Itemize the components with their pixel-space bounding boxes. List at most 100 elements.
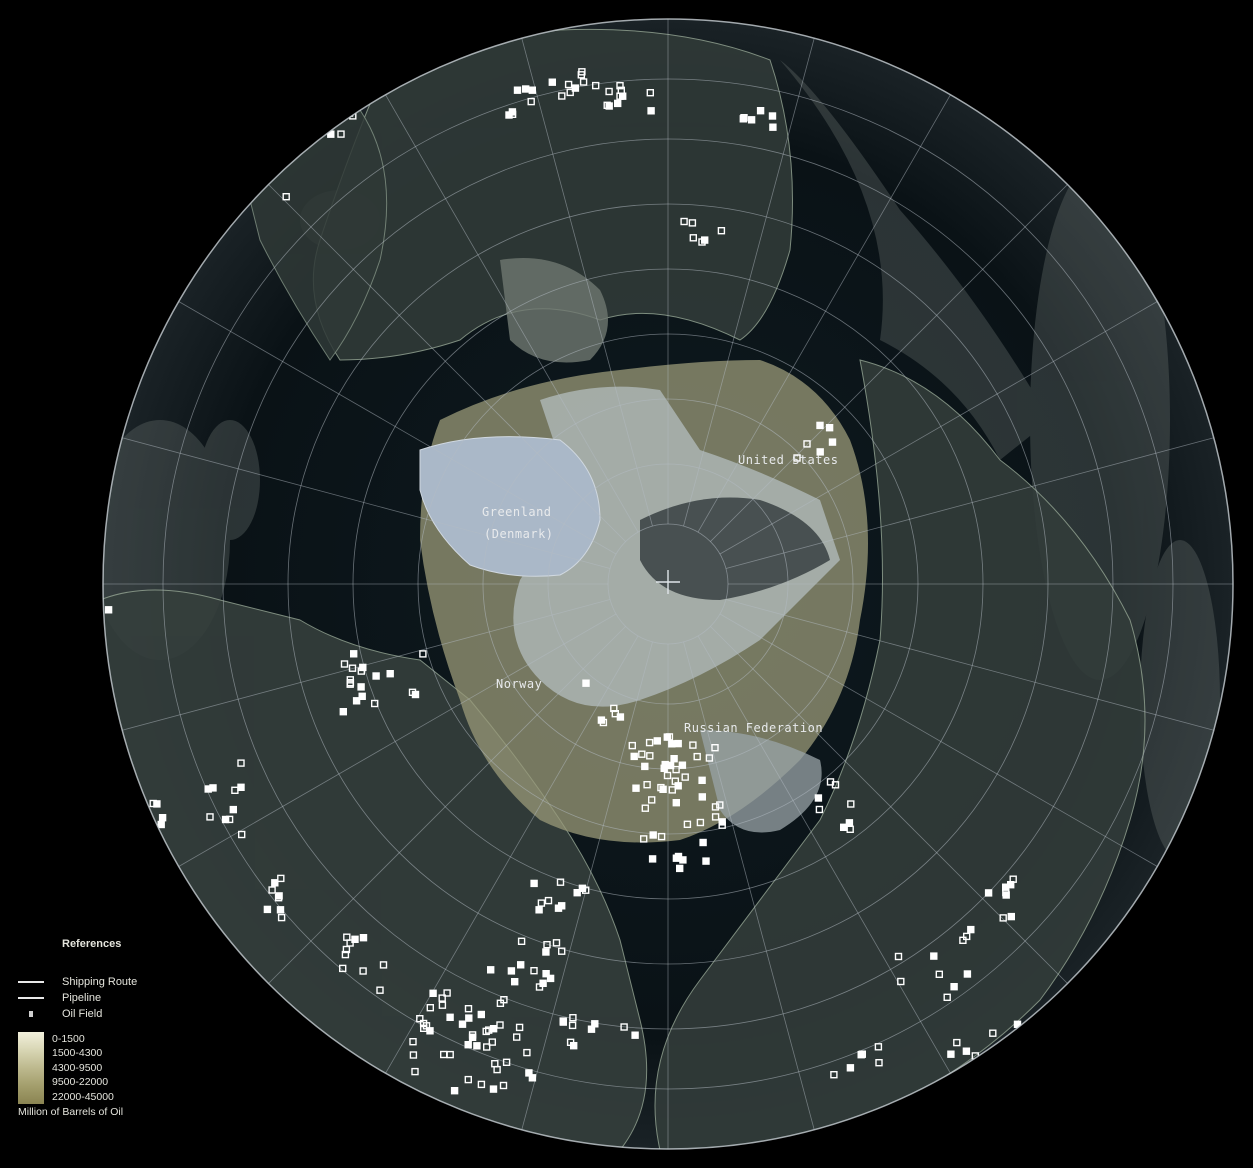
oil-field-marker (670, 755, 678, 763)
oil-field-marker (438, 994, 446, 1002)
oil-field-marker (711, 813, 720, 821)
oil-field-marker (698, 776, 706, 784)
oil-field-marker (268, 886, 276, 894)
oil-field-marker (587, 1025, 596, 1033)
oil-field-marker (252, 160, 261, 168)
oil-field-marker (511, 978, 519, 986)
oil-field-marker (630, 752, 638, 761)
legend-oil-field: Oil Field (18, 1006, 218, 1022)
oil-field-marker (643, 781, 651, 789)
oil-field-marker (489, 1024, 498, 1033)
oil-field-marker (544, 896, 553, 905)
oil-field-marker (352, 697, 361, 705)
oil-field-marker (359, 934, 368, 942)
oil-field-dot-icon (29, 1011, 33, 1017)
meridian-line (683, 38, 815, 527)
graticule-meridians (103, 19, 1233, 1149)
oil-field-marker (963, 932, 971, 941)
oil-field-marker (930, 952, 938, 960)
oil-field-marker (343, 933, 351, 941)
oil-field-marker (769, 123, 777, 131)
oil-field-marker (711, 744, 719, 752)
oil-field-marker (858, 1050, 866, 1058)
oil-field-marker (513, 86, 522, 94)
canada-archipelago (500, 258, 608, 363)
oil-field-marker (552, 939, 561, 947)
oil-field-marker (372, 672, 380, 680)
oil-field-marker (984, 889, 993, 897)
legend-class: 0-1500 (52, 1033, 85, 1045)
meridian-line (725, 437, 1214, 569)
label-greenland: Greenland (482, 505, 552, 519)
oil-field-marker (408, 688, 417, 696)
oil-field-marker (426, 1004, 434, 1012)
oil-field-marker (648, 796, 656, 804)
oil-field-marker (157, 820, 165, 829)
label-russian-federation: Russian Federation (684, 721, 823, 735)
oil-field-marker (268, 161, 277, 170)
oil-field-marker (646, 752, 654, 760)
oil-field-marker (348, 664, 357, 672)
oil-field-marker (816, 448, 824, 456)
oil-field-marker (409, 1037, 417, 1046)
oil-field-marker (488, 1038, 496, 1046)
oil-field-marker (698, 793, 706, 801)
oil-field-marker (638, 750, 646, 758)
oil-field-marker (438, 1001, 447, 1009)
oil-field-marker (657, 832, 666, 841)
meridian-line (178, 301, 617, 555)
oil-field-marker (605, 87, 613, 96)
oil-field-marker (357, 683, 365, 691)
oil-field-marker (556, 878, 565, 886)
oil-field-marker (768, 112, 777, 120)
oil-field-marker (489, 1085, 498, 1093)
oil-field-marker (522, 85, 530, 93)
oil-field-marker (678, 761, 687, 769)
oil-field-marker (825, 424, 834, 432)
oil-field-marker (688, 219, 697, 227)
oil-field-marker (689, 234, 697, 242)
oil-field-marker (237, 783, 245, 791)
oil-field-marker (676, 864, 684, 873)
meridian-line (725, 599, 1214, 731)
oil-field-marker (446, 1013, 454, 1021)
oil-field-marker (153, 800, 161, 808)
oil-field-marker (422, 1022, 431, 1030)
oil-field-marker (346, 679, 355, 687)
oil-field-marker (411, 1067, 419, 1076)
oil-field-marker (705, 754, 714, 762)
oil-field-marker (327, 108, 336, 116)
oil-field-marker (672, 854, 681, 862)
oil-field-marker (477, 1080, 486, 1089)
oil-field-marker (508, 110, 517, 119)
oil-field-marker (359, 967, 367, 975)
oil-field-marker (409, 1051, 418, 1059)
oil-field-marker (571, 84, 580, 92)
legend-volume-ramp: 0-1500 1500-4300 4300-9500 9500-22000 22… (18, 1032, 218, 1104)
oil-field-marker (507, 967, 516, 975)
label-greenland-denmark: (Denmark) (484, 527, 554, 541)
oil-field-marker (542, 948, 550, 956)
oil-field-marker (897, 977, 905, 986)
oil-field-marker (517, 937, 526, 945)
oil-field-marker (339, 964, 347, 973)
legend-title: References (62, 938, 122, 950)
oil-field-marker (558, 92, 566, 100)
dark-shelf-area (640, 497, 830, 600)
oil-field-marker (649, 831, 657, 839)
color-ramp-swatch (18, 1032, 44, 1104)
oil-field-marker (657, 783, 665, 792)
oil-field-marker (568, 1021, 577, 1030)
meridian-line (710, 184, 1068, 542)
oil-field-marker (875, 1058, 883, 1067)
oil-field-marker (376, 986, 384, 994)
oil-field-marker (339, 708, 347, 716)
russian-shelf (700, 730, 822, 833)
oil-field-marker (559, 1018, 567, 1026)
oil-field-marker (358, 692, 366, 700)
oil-field-marker (450, 1086, 459, 1095)
oil-field-marker (271, 879, 279, 887)
oil-field-marker (592, 81, 600, 90)
oil-field-marker (631, 1031, 639, 1039)
